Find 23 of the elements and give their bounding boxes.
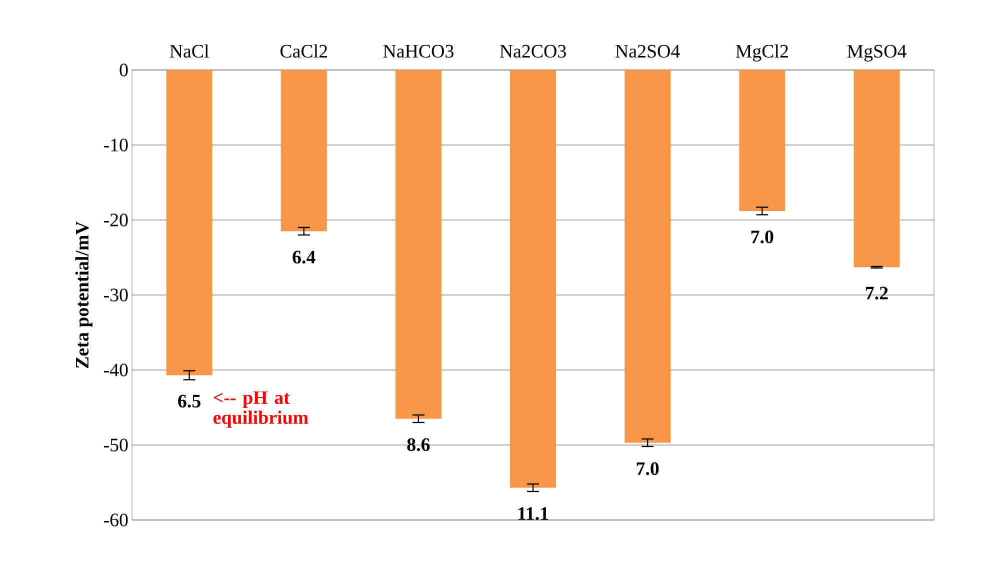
y-tick-label: 0 bbox=[120, 64, 128, 76]
annotation: <-- pH at equilibrium bbox=[213, 391, 308, 428]
y-tick-label: -20 bbox=[104, 214, 128, 226]
y-tick-label: -40 bbox=[104, 364, 128, 376]
annotation: 6.4 bbox=[292, 250, 316, 264]
x-tick-label: Na2SO4 bbox=[616, 44, 680, 58]
annotation: 6.5 bbox=[178, 394, 200, 408]
annotation: 7.2 bbox=[866, 286, 888, 300]
x-tick-label: MgCl2 bbox=[736, 44, 788, 62]
annotation: 7.0 bbox=[751, 230, 774, 244]
y-axis-title: Zeta potential/mV bbox=[75, 221, 92, 368]
x-tick-label: MgSO4 bbox=[847, 44, 906, 62]
annotation: 11.1 bbox=[518, 507, 548, 520]
annotation: 7.0 bbox=[636, 462, 659, 476]
y-tick-label: -60 bbox=[104, 514, 128, 526]
y-tick-label: -50 bbox=[104, 438, 128, 452]
annotation: 8.6 bbox=[407, 438, 430, 452]
y-tick-label: -10 bbox=[104, 138, 128, 152]
x-tick-label: Na2CO3 bbox=[500, 44, 566, 58]
x-tick-label: CaCl2 bbox=[280, 44, 328, 58]
y-tick-label: -30 bbox=[104, 288, 128, 302]
x-tick-label: NaCl bbox=[170, 44, 209, 58]
x-tick-label: NaHCO3 bbox=[383, 44, 454, 58]
